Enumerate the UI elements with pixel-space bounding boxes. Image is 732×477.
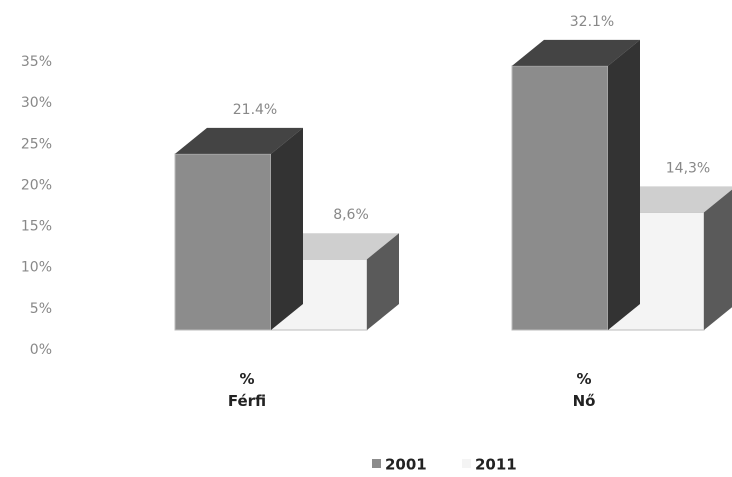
legend-swatch (462, 459, 471, 468)
y-tick-label: 0% (30, 342, 52, 358)
y-tick-label: 5% (30, 301, 52, 317)
bar-top (512, 39, 640, 66)
data-label: 8,6% (333, 207, 369, 223)
legend-label leg: 2001 (385, 456, 427, 474)
x-tick-label: % Nő (572, 370, 596, 410)
bar-front (511, 65, 609, 331)
y-tick-label: 30% (21, 95, 52, 111)
legend-label leg: 2011 (475, 456, 517, 474)
bar-side (704, 189, 732, 330)
bar-top (175, 127, 303, 154)
y-tick-label: 10% (21, 260, 52, 276)
bar-side (367, 233, 399, 330)
bar-side (271, 127, 303, 330)
data-label: 21.4% (233, 102, 277, 118)
legend-swatch (372, 459, 381, 468)
x-tick-label: % Férfi (227, 370, 267, 410)
bar-front (174, 153, 272, 331)
data-label: 32.1% (570, 14, 614, 30)
y-tick-label: 20% (21, 177, 52, 193)
y-tick-label: 25% (21, 136, 52, 152)
y-tick-label: 35% (21, 54, 52, 70)
y-tick-label: 15% (21, 219, 52, 235)
bar-side (608, 39, 640, 331)
data-label: 14,3% (666, 160, 710, 176)
